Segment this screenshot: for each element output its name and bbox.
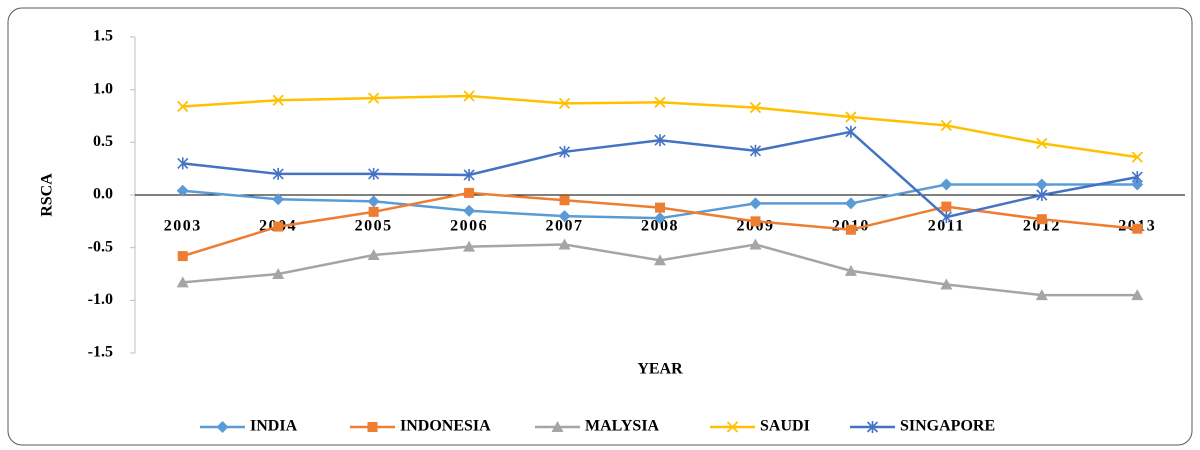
legend-marker (726, 421, 739, 433)
y-axis-title: RSCA (39, 173, 56, 217)
legend-marker (551, 421, 564, 432)
marker (749, 144, 762, 157)
x-tick-label: 2006 (450, 218, 488, 235)
y-tick-label: 0.5 (93, 133, 113, 150)
marker (463, 168, 475, 181)
marker (940, 178, 953, 191)
marker (749, 197, 762, 210)
marker (1131, 171, 1143, 184)
legend-label: INDONESIA (400, 418, 491, 435)
marker (367, 249, 380, 261)
marker (177, 157, 189, 170)
y-tick-label: 1.5 (93, 28, 113, 45)
y-tick-label: 1.0 (93, 80, 113, 97)
marker (558, 238, 571, 250)
marker (750, 216, 761, 227)
x-tick-label: 2008 (641, 218, 679, 235)
marker (272, 193, 285, 206)
marker (1132, 223, 1143, 234)
marker (1035, 178, 1048, 191)
marker (368, 206, 379, 217)
marker (1131, 178, 1144, 191)
marker (463, 204, 476, 217)
legend-marker (216, 421, 229, 433)
legend-marker (866, 421, 879, 433)
marker (177, 100, 189, 113)
marker (1036, 189, 1048, 201)
marker (845, 224, 856, 235)
marker (464, 187, 475, 198)
x-axis-title: YEAR (637, 361, 683, 378)
y-tick-label: -1.0 (88, 291, 113, 308)
marker (749, 101, 762, 114)
marker (655, 202, 665, 213)
marker (1131, 289, 1144, 301)
marker (463, 90, 475, 102)
marker (1035, 289, 1048, 301)
marker (272, 94, 284, 106)
marker (654, 212, 666, 225)
legend-marker (367, 422, 378, 432)
marker (844, 264, 857, 276)
marker (845, 125, 857, 138)
marker (940, 119, 953, 132)
marker (367, 92, 380, 104)
x-tick-label: 2007 (546, 218, 584, 235)
marker (558, 145, 571, 158)
marker (654, 254, 666, 266)
y-tick-label: -0.5 (88, 238, 113, 255)
x-tick-label: 2011 (928, 218, 965, 235)
marker (749, 238, 762, 250)
marker (272, 167, 284, 180)
x-tick-label: 2012 (1023, 218, 1061, 235)
marker (845, 111, 857, 123)
marker (654, 96, 666, 108)
x-tick-label: 2003 (164, 218, 202, 235)
marker (559, 195, 570, 206)
marker (1036, 137, 1048, 150)
marker (654, 134, 666, 147)
y-tick-label: -1.5 (88, 344, 113, 361)
legend-label: SAUDI (760, 418, 810, 435)
legend-label: MALYSIA (585, 418, 660, 435)
marker (1036, 214, 1047, 225)
marker (273, 221, 284, 232)
marker (940, 211, 952, 224)
marker (558, 210, 571, 223)
marker (463, 240, 476, 252)
marker (1131, 151, 1143, 163)
marker (367, 195, 380, 208)
legend-label: INDIA (250, 418, 298, 435)
marker (176, 184, 189, 197)
x-tick-label: 2005 (355, 218, 393, 235)
marker (844, 197, 857, 210)
y-tick-label: 0.0 (93, 186, 113, 203)
marker (941, 201, 952, 212)
marker (177, 251, 188, 262)
marker (272, 268, 285, 279)
marker (940, 278, 953, 290)
chart-frame (7, 7, 1193, 446)
marker (176, 276, 189, 288)
marker (558, 97, 571, 109)
marker (368, 167, 380, 180)
legend-label: SINGAPORE (900, 418, 995, 435)
